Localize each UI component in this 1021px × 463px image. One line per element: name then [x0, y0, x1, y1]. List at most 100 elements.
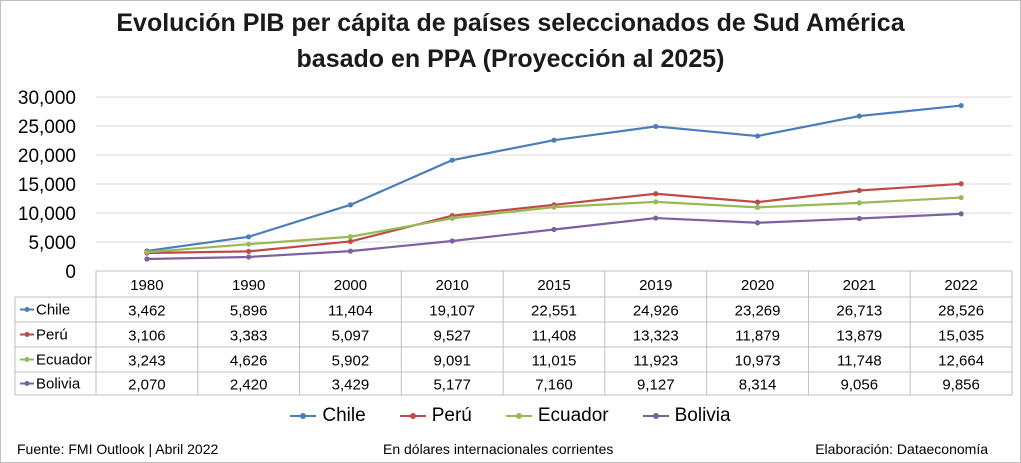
data-point	[347, 234, 354, 240]
y-tick-label: 30,000	[18, 88, 76, 109]
data-point	[144, 256, 150, 262]
data-point	[449, 157, 455, 163]
data-label: 11,879	[735, 328, 780, 345]
table-legend-key-marker	[24, 381, 30, 386]
data-label: 24,926	[633, 303, 679, 320]
legend-swatch	[290, 413, 317, 419]
data-label: 11,923	[633, 353, 678, 370]
data-label: 3,429	[332, 377, 370, 394]
data-label: 12,664	[938, 353, 984, 370]
data-point	[856, 215, 862, 222]
table-series-name: Chile	[36, 302, 70, 319]
y-tick-label: 5,000	[28, 233, 76, 254]
y-tick-label: 20,000	[18, 146, 76, 167]
data-point	[754, 220, 761, 226]
data-label: 3,383	[230, 328, 268, 345]
data-label: 11,015	[532, 353, 577, 370]
data-label: 22,551	[531, 303, 577, 320]
chart-title-line-1: Evolución PIB per cápita de países selec…	[116, 9, 905, 37]
data-label: 3,106	[128, 328, 166, 345]
data-point	[246, 248, 252, 254]
data-label: 9,527	[433, 328, 471, 345]
data-label: 19,107	[429, 303, 475, 320]
data-point	[653, 199, 659, 205]
data-point	[856, 113, 862, 119]
x-category-label: 2021	[843, 277, 876, 294]
legend-item: Chile	[290, 405, 366, 427]
credit-note: Elaboración: Dataeconomía	[815, 441, 988, 457]
x-category-label: 1990	[232, 277, 265, 294]
legend-swatch	[399, 413, 426, 419]
data-label: 3,462	[128, 303, 166, 320]
unit-note: En dólares internacionales corrientes	[383, 441, 614, 457]
data-label: 4,626	[230, 353, 268, 370]
data-label: 2,070	[128, 377, 166, 394]
data-point	[347, 202, 354, 208]
series-line-bolivia	[146, 212, 962, 261]
data-point	[958, 194, 964, 201]
x-category-label: 1980	[130, 277, 163, 294]
legend-label: Ecuador	[537, 405, 609, 426]
data-point	[246, 241, 252, 247]
table-series-name: Bolivia	[36, 376, 81, 393]
data-point	[551, 204, 557, 210]
data-point	[856, 187, 862, 194]
data-label: 11,404	[328, 303, 373, 320]
table-legend-key-marker	[24, 357, 30, 362]
legend-swatch	[642, 413, 669, 419]
data-label: 13,323	[633, 328, 679, 345]
chart-title-line-2: basado en PPA (Proyección al 2025)	[296, 45, 725, 73]
data-label: 9,856	[942, 377, 980, 394]
data-label: 10,973	[735, 353, 781, 370]
data-point	[958, 181, 964, 187]
data-point	[754, 133, 761, 139]
y-tick-label: 10,000	[18, 204, 76, 225]
legend-item: Ecuador	[505, 405, 609, 427]
data-label: 13,879	[836, 328, 882, 345]
data-point	[754, 199, 761, 205]
data-label: 28,526	[938, 303, 984, 320]
x-category-label: 2000	[334, 277, 367, 294]
data-point	[449, 238, 455, 244]
legend-swatch	[505, 413, 532, 419]
data-label: 11,748	[837, 353, 882, 370]
data-label: 9,127	[637, 377, 675, 394]
x-category-label: 2020	[741, 277, 774, 294]
data-point	[144, 249, 150, 255]
data-point	[856, 200, 862, 206]
data-point	[551, 226, 557, 233]
data-label: 11,408	[532, 328, 577, 345]
data-label: 9,056	[841, 377, 879, 394]
data-label: 23,269	[735, 303, 781, 320]
y-tick-label: 0	[65, 262, 76, 283]
x-category-label: 2022	[944, 277, 977, 294]
data-label: 15,035	[938, 328, 984, 345]
data-point	[653, 191, 659, 197]
data-point	[347, 238, 354, 245]
legend-item: Bolivia	[642, 405, 731, 427]
data-label: 2,420	[230, 377, 268, 394]
data-point	[246, 234, 252, 240]
data-label: 5,902	[332, 353, 370, 370]
x-category-label: 2019	[639, 277, 672, 294]
data-point	[958, 211, 964, 217]
data-point	[246, 254, 252, 260]
chart-legend: Chile Perú Ecuador Bolivia	[0, 405, 1021, 427]
table-series-name: Ecuador	[36, 352, 92, 369]
legend-label: Chile	[322, 405, 366, 426]
source-note: Fuente: FMI Outlook | Abril 2022	[17, 441, 219, 457]
data-point	[653, 215, 659, 221]
legend-label: Perú	[431, 405, 472, 426]
x-category-label: 2015	[537, 277, 570, 294]
data-label: 3,243	[128, 353, 166, 370]
data-point	[551, 137, 557, 143]
data-label: 8,314	[739, 377, 777, 394]
data-point	[958, 102, 964, 109]
data-point	[347, 248, 354, 254]
table-series-name: Perú	[36, 327, 68, 344]
data-label: 9,091	[433, 353, 471, 370]
table-legend-key-marker	[24, 307, 30, 312]
x-category-label: 2010	[436, 277, 469, 294]
legend-item: Perú	[399, 405, 472, 427]
